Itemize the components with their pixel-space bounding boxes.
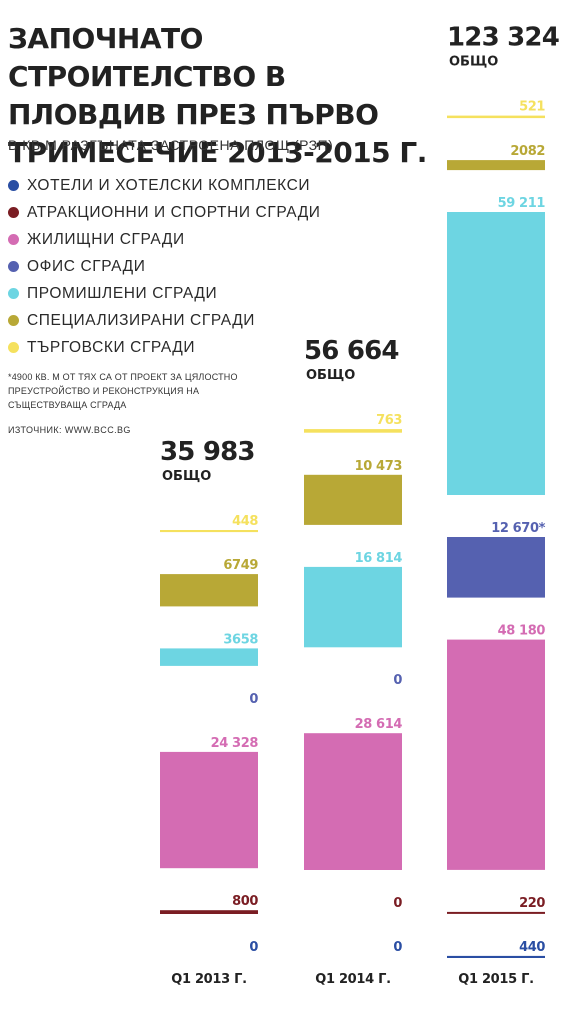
legend-label: АТРАКЦИОННИ И СПОРТНИ СГРАДИ	[27, 203, 321, 221]
legend-label: СПЕЦИАЛИЗИРАНИ СГРАДИ	[27, 311, 256, 329]
legend-dot-icon	[8, 261, 19, 272]
bar-segment	[160, 751, 258, 869]
data-label: 763	[376, 413, 402, 428]
bar-segment	[447, 212, 545, 495]
data-label: 59 211	[498, 196, 546, 211]
category-label: Q1 2015 Г.	[458, 972, 534, 987]
legend-item: ОФИС СГРАДИ	[8, 253, 321, 280]
bar-segment	[160, 530, 258, 533]
bar-segment	[447, 115, 545, 119]
data-label: 48 180	[498, 624, 546, 639]
legend-label: ЖИЛИЩНИ СГРАДИ	[27, 230, 185, 248]
bar-segment	[304, 429, 402, 433]
data-label: 0	[393, 673, 402, 688]
bar-segment	[160, 648, 258, 666]
legend-dot-icon	[8, 288, 19, 299]
source-note: ИЗТОЧНИК: WWW.BCC.BG	[8, 425, 131, 435]
data-label: 448	[232, 514, 258, 529]
data-label: 0	[393, 896, 402, 911]
bar-segment	[447, 911, 545, 914]
total-label: ОБЩО	[306, 368, 355, 383]
data-label: 3658	[223, 632, 258, 647]
total-label: ОБЩО	[162, 469, 211, 484]
legend-item: АТРАКЦИОННИ И СПОРТНИ СГРАДИ	[8, 199, 321, 226]
data-label: 0	[249, 940, 258, 955]
legend-dot-icon	[8, 207, 19, 218]
bar-segment	[304, 474, 402, 525]
data-label: 2082	[510, 144, 545, 159]
data-label: 521	[519, 100, 545, 115]
data-label: 6749	[223, 558, 258, 573]
data-label: 0	[249, 692, 258, 707]
bar-segment	[447, 639, 545, 870]
total-value: 123 324	[447, 23, 559, 53]
total-value: 35 983	[160, 437, 255, 467]
data-label: 28 614	[355, 717, 403, 732]
bar-segment	[304, 566, 402, 648]
category-label: Q1 2014 Г.	[315, 972, 391, 987]
legend: ХОТЕЛИ И ХОТЕЛСКИ КОМПЛЕКСИ АТРАКЦИОННИ И…	[8, 172, 321, 361]
data-label: 0	[393, 940, 402, 955]
data-label: 16 814	[355, 551, 403, 566]
data-label: 12 670*	[491, 521, 545, 536]
bar-segment	[160, 910, 258, 914]
legend-label: ТЪРГОВСКИ СГРАДИ	[27, 338, 196, 356]
bar-segment	[447, 537, 545, 598]
data-label: 24 328	[211, 736, 259, 751]
total-label: ОБЩО	[449, 55, 498, 70]
legend-item: СПЕЦИАЛИЗИРАНИ СГРАДИ	[8, 307, 321, 334]
total-value: 56 664	[304, 336, 399, 366]
data-label: 10 473	[355, 459, 403, 474]
legend-label: ХОТЕЛИ И ХОТЕЛСКИ КОМПЛЕКСИ	[27, 176, 311, 194]
legend-dot-icon	[8, 342, 19, 353]
bar-segment	[447, 955, 545, 958]
chart-subtitle: В КВ.М РАЗГЪНАТА ЗАСТРОЕНА ПЛОЩ (РЗП)	[8, 137, 334, 153]
legend-dot-icon	[8, 180, 19, 191]
data-label: 800	[232, 894, 258, 909]
footnote: *4900 КВ. М ОТ ТЯХ СА ОТ ПРОЕКТ ЗА ЦЯЛОС…	[8, 372, 238, 410]
data-label: 220	[519, 896, 545, 911]
legend-dot-icon	[8, 234, 19, 245]
legend-item: ПРОМИШЛЕНИ СГРАДИ	[8, 280, 321, 307]
category-label: Q1 2013 Г.	[171, 972, 247, 987]
legend-label: ОФИС СГРАДИ	[27, 257, 146, 275]
bar-segment	[304, 733, 402, 870]
legend-item: ХОТЕЛИ И ХОТЕЛСКИ КОМПЛЕКСИ	[8, 172, 321, 199]
bar-segment	[447, 160, 545, 171]
bar-segment	[160, 574, 258, 607]
legend-dot-icon	[8, 315, 19, 326]
legend-label: ПРОМИШЛЕНИ СГРАДИ	[27, 284, 218, 302]
data-label: 440	[519, 940, 545, 955]
chart-title: ЗАПОЧНАТО СТРОИТЕЛСТВО В ПЛОВДИВ ПРЕЗ ПЪ…	[8, 22, 427, 169]
legend-item: ЖИЛИЩНИ СГРАДИ	[8, 226, 321, 253]
legend-item: ТЪРГОВСКИ СГРАДИ	[8, 334, 321, 361]
